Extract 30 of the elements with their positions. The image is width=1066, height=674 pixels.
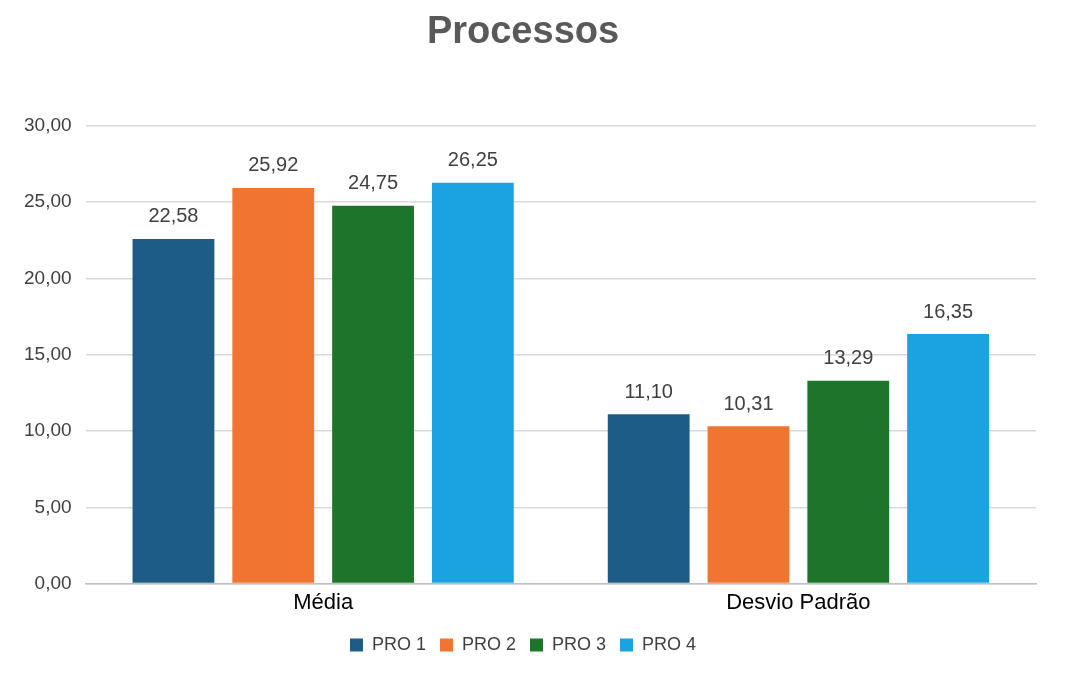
data-label: 26,25 — [447, 148, 498, 171]
y-tick-label: 25,00 — [24, 190, 72, 212]
bar — [707, 426, 790, 583]
legend-label: PRO 4 — [642, 633, 697, 654]
bar — [607, 414, 690, 583]
data-label: 11,10 — [624, 379, 673, 402]
bar — [332, 205, 414, 583]
data-label: 25,92 — [248, 153, 299, 176]
chart-title: Processos — [426, 9, 620, 52]
x-tick-label: Média — [293, 588, 354, 614]
y-tick-label: 15,00 — [24, 342, 72, 364]
bar — [232, 187, 315, 583]
legend-label: PRO 1 — [371, 633, 426, 654]
bar — [807, 380, 890, 583]
y-tick-label: 0,00 — [34, 571, 72, 593]
data-label: 16,35 — [923, 299, 974, 322]
y-tick-label: 5,00 — [34, 495, 72, 517]
legend-label: PRO 3 — [552, 633, 607, 654]
legend-label: PRO 2 — [461, 633, 517, 654]
data-label: 10,31 — [723, 391, 774, 414]
data-label: 22,58 — [148, 204, 199, 227]
y-tick-label: 30,00 — [24, 113, 72, 135]
x-tick-label: Desvio Padrão — [726, 588, 871, 614]
y-tick-label: 10,00 — [24, 419, 72, 441]
data-label: 13,29 — [823, 346, 874, 369]
data-label: 24,75 — [348, 171, 399, 194]
bar — [431, 182, 514, 583]
bar — [907, 333, 989, 583]
y-tick-label: 20,00 — [24, 266, 72, 288]
bar — [132, 238, 215, 583]
